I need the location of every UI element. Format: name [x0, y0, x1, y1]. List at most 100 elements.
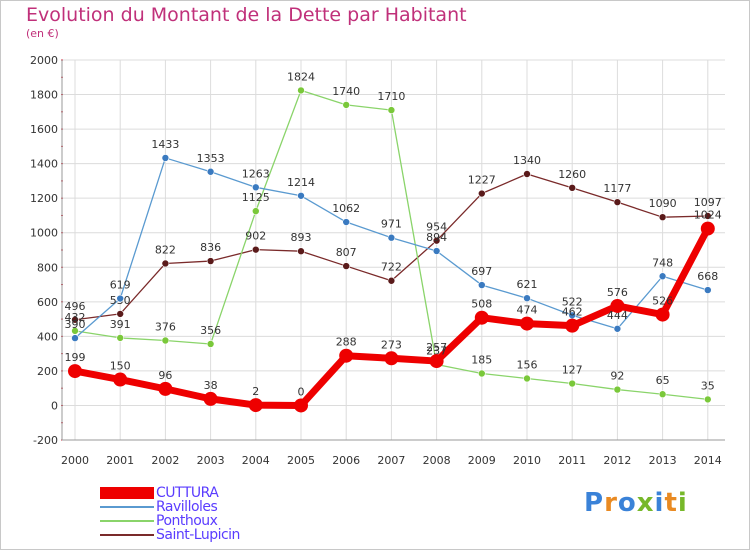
data-label-ponthoux: 1710	[377, 90, 405, 103]
data-label-ponthoux: 356	[200, 324, 221, 337]
data-point-ravilloles	[613, 324, 622, 333]
data-label-ponthoux: 185	[471, 354, 492, 367]
y-tick-label: 1800	[30, 89, 58, 102]
legend-label: Ponthoux	[156, 513, 218, 529]
data-label-cuttura: 1024	[694, 209, 722, 222]
data-point-cuttura	[68, 364, 82, 379]
data-label-cuttura: 288	[336, 336, 357, 349]
data-point-ponthoux	[161, 336, 170, 345]
data-point-cuttura	[113, 372, 128, 387]
x-tick-label: 2012	[603, 454, 631, 467]
y-tick-label: 1600	[30, 123, 58, 136]
chart-subtitle: (en €)	[26, 27, 59, 40]
legend-line	[100, 520, 154, 522]
data-point-ravilloles	[432, 247, 441, 255]
data-label-saint-lupicin: 1097	[694, 196, 722, 209]
data-point-ponthoux	[206, 340, 215, 348]
data-point-cuttura	[474, 310, 489, 325]
data-point-cuttura	[248, 398, 263, 413]
y-tick-label: 600	[37, 296, 58, 309]
data-label-saint-lupicin: 722	[381, 261, 402, 274]
data-label-cuttura: 474	[517, 304, 538, 317]
data-point-cuttura	[203, 391, 218, 406]
data-label-cuttura: 576	[607, 286, 628, 299]
data-label-cuttura: 199	[65, 351, 86, 364]
data-point-cuttura	[700, 221, 715, 236]
x-tick-label: 2006	[332, 454, 360, 467]
brand-logo: Proxiti	[584, 488, 688, 518]
brand-letter: o	[617, 488, 637, 518]
data-label-saint-lupicin: 1340	[513, 154, 541, 167]
x-tick-label: 2003	[197, 454, 225, 467]
data-label-ponthoux: 35	[701, 379, 715, 392]
data-label-ravilloles: 1214	[287, 176, 315, 189]
legend-label: Ravilloles	[156, 499, 218, 515]
data-point-ponthoux	[613, 385, 622, 394]
data-point-saint-lupicin	[613, 198, 622, 206]
data-point-ravilloles	[71, 334, 79, 342]
data-point-ravilloles	[116, 294, 124, 303]
data-label-saint-lupicin: 902	[245, 230, 266, 243]
data-point-ponthoux	[477, 369, 486, 378]
data-label-cuttura: 96	[158, 369, 172, 382]
data-label-ravilloles: 668	[697, 270, 718, 283]
legend-label: CUTTURA	[156, 485, 219, 501]
data-label-ravilloles: 1263	[242, 167, 270, 180]
data-label-saint-lupicin: 954	[426, 221, 447, 234]
data-label-saint-lupicin: 1177	[603, 182, 631, 195]
data-point-ponthoux	[703, 395, 712, 404]
data-label-cuttura: 526	[652, 295, 673, 308]
data-point-ravilloles	[477, 281, 486, 289]
brand-letter: i	[677, 488, 688, 518]
data-point-saint-lupicin	[206, 257, 215, 265]
data-point-cuttura	[565, 318, 580, 333]
data-label-ravilloles: 1062	[332, 202, 360, 215]
y-tick-label: 200	[37, 365, 58, 378]
data-label-ponthoux: 237	[426, 345, 447, 358]
legend-swatch-ponthoux	[100, 514, 154, 528]
data-point-ponthoux	[658, 390, 667, 399]
brand-letter: P	[584, 488, 605, 518]
data-point-cuttura	[520, 316, 534, 331]
x-tick-label: 2008	[423, 454, 451, 467]
data-point-ponthoux	[342, 101, 351, 109]
y-tick-label: 1400	[30, 158, 58, 171]
data-label-ravilloles: 619	[110, 279, 131, 292]
data-label-ponthoux: 1824	[287, 70, 315, 83]
data-point-saint-lupicin	[432, 236, 441, 245]
data-label-ponthoux: 1125	[242, 191, 270, 204]
data-label-ponthoux: 156	[517, 359, 538, 372]
legend-line	[100, 487, 154, 499]
data-point-saint-lupicin	[477, 189, 486, 198]
y-tick-label: 400	[37, 330, 58, 343]
data-label-ravilloles: 522	[562, 295, 583, 308]
data-point-ravilloles	[523, 294, 531, 302]
data-label-ponthoux: 1740	[332, 85, 360, 98]
data-point-cuttura	[610, 298, 625, 313]
data-label-ponthoux: 391	[110, 318, 131, 331]
data-point-cuttura	[655, 307, 670, 322]
y-tick-label: 1000	[30, 227, 58, 240]
data-label-cuttura: 462	[562, 306, 583, 319]
data-label-cuttura: 0	[298, 385, 305, 398]
data-label-cuttura: 508	[471, 298, 492, 311]
data-label-saint-lupicin: 1227	[468, 174, 496, 187]
data-label-cuttura: 38	[204, 379, 218, 392]
data-label-ravilloles: 971	[381, 218, 402, 231]
data-point-ravilloles	[206, 167, 215, 176]
data-label-ravilloles: 390	[65, 318, 86, 331]
data-label-ponthoux: 92	[610, 370, 624, 383]
data-point-ravilloles	[703, 286, 712, 294]
data-point-ponthoux	[387, 106, 396, 114]
brand-letter: r	[604, 488, 618, 518]
x-tick-label: 2002	[151, 454, 179, 467]
data-point-ravilloles	[342, 218, 351, 226]
data-point-saint-lupicin	[297, 247, 305, 256]
data-label-cuttura: 150	[110, 360, 131, 373]
data-label-ponthoux: 127	[562, 364, 583, 377]
data-label-ponthoux: 376	[155, 321, 176, 334]
data-label-ravilloles: 894	[426, 231, 447, 244]
x-tick-label: 2004	[242, 454, 270, 467]
data-point-cuttura	[158, 381, 173, 396]
data-label-ponthoux: 432	[65, 311, 86, 324]
